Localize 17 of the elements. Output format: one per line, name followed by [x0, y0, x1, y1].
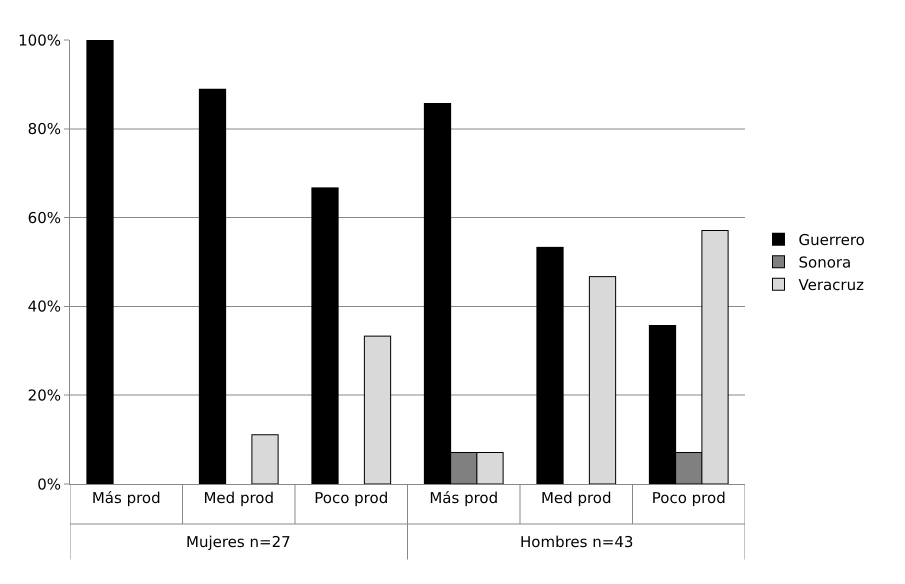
- y-tick-label: 0%: [37, 475, 61, 494]
- text: Hombres n=43: [520, 533, 634, 551]
- legend-label: Veracruz: [798, 276, 864, 294]
- x-tick-label: Med prod: [203, 489, 274, 507]
- y-tick-label: 60%: [28, 208, 61, 227]
- x-tick-label: Med prod: [540, 489, 612, 507]
- y-tick-label: 80%: [28, 120, 61, 138]
- legend-label: Sonora: [798, 254, 852, 272]
- x-tick-label: Poco prod: [314, 489, 388, 507]
- x-tick-label: Más prod: [429, 489, 498, 507]
- x-tick-label: Poco prod: [652, 489, 726, 507]
- y-tick-label: 100%: [18, 31, 61, 50]
- legend-label: Guerrero: [798, 231, 865, 250]
- x-tick-label: Más prod: [92, 489, 161, 507]
- text: Mujeres n=27: [186, 533, 291, 551]
- y-tick-label: 40%: [28, 298, 61, 316]
- y-tick-label: 20%: [28, 386, 61, 404]
